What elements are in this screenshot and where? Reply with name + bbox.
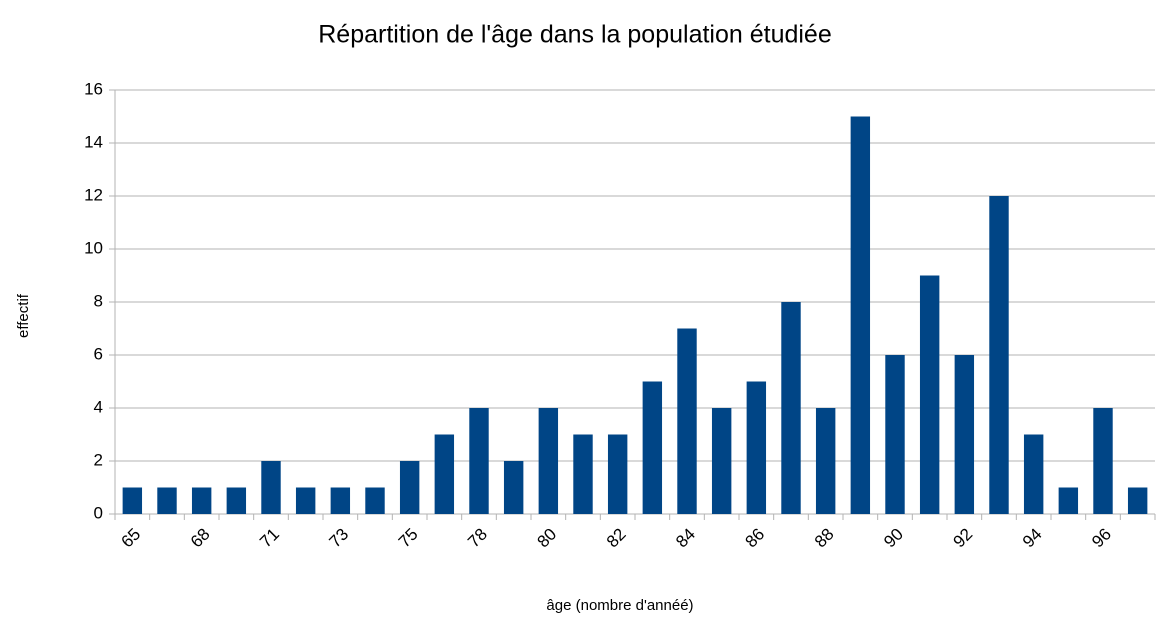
y-tick-label: 10 (84, 238, 103, 257)
y-tick-label: 8 (94, 291, 103, 310)
bar (157, 487, 177, 514)
bar (850, 116, 871, 514)
chart-title: Répartition de l'âge dans la population … (318, 21, 832, 49)
y-tick-label: 4 (94, 397, 103, 416)
bar (815, 408, 836, 514)
y-tick-label: 0 (94, 503, 103, 522)
bar (399, 461, 420, 514)
x-axis-label: âge (nombre d'annéé) (546, 597, 693, 614)
bar (1058, 487, 1079, 514)
bar (919, 275, 940, 514)
bar (711, 408, 732, 514)
bar (538, 408, 559, 514)
bar (191, 487, 212, 514)
bar (677, 328, 697, 514)
bar (469, 408, 489, 514)
bar (122, 487, 143, 514)
bar (1023, 434, 1044, 514)
bar (226, 487, 247, 514)
bar (607, 434, 628, 514)
bar (365, 487, 385, 514)
bar (746, 381, 767, 514)
bar (989, 196, 1009, 514)
y-tick-label: 14 (84, 132, 103, 151)
bar (954, 355, 975, 514)
bar (295, 487, 316, 514)
y-tick-label: 16 (84, 79, 103, 98)
bar (503, 461, 524, 514)
bar (261, 461, 281, 514)
bar (1093, 408, 1113, 514)
bar (642, 381, 663, 514)
bar (885, 355, 905, 514)
bar (573, 434, 593, 514)
y-tick-label: 6 (94, 344, 103, 363)
y-tick-label: 2 (94, 450, 103, 469)
bar (1127, 487, 1148, 514)
bar (781, 302, 801, 514)
bar (330, 487, 351, 514)
y-axis-label: effectif (15, 293, 32, 338)
bar (434, 434, 455, 514)
y-tick-label: 12 (84, 185, 103, 204)
